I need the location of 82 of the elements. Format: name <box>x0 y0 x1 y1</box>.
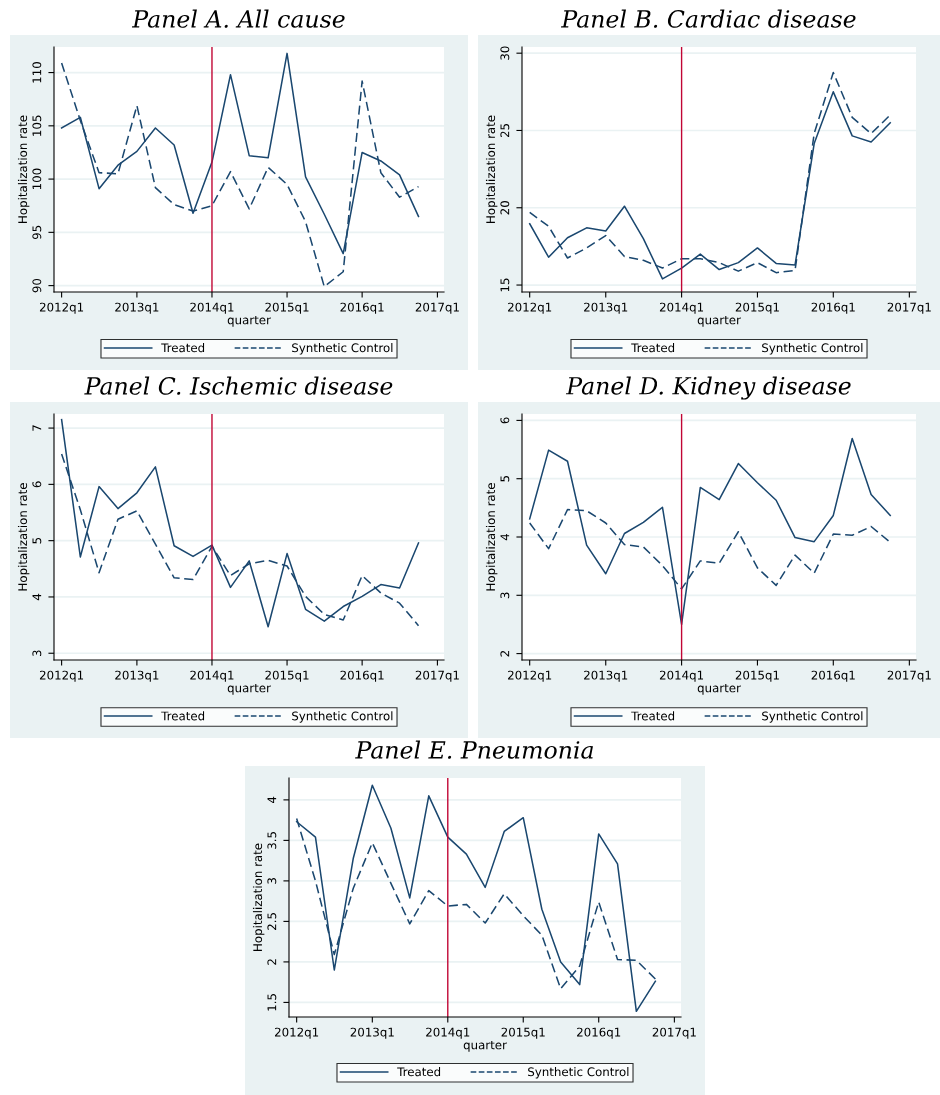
x-tick-label: 2012q1 <box>39 302 84 314</box>
x-tick-label: 2016q1 <box>811 670 855 682</box>
x-tick-label: 2015q1 <box>735 670 779 682</box>
y-tick-label: 90 <box>32 278 42 293</box>
y-tick-label: 4 <box>500 533 510 541</box>
legend-label: Synthetic Control <box>762 711 863 723</box>
x-tick-label: 2013q1 <box>584 670 628 682</box>
y-tick-label: 4 <box>267 796 277 804</box>
y-axis-title: Hopitalization rate <box>17 115 30 223</box>
chart-title: Panel D. Kidney disease <box>565 376 851 400</box>
y-tick-label: 2.5 <box>267 913 277 930</box>
legend-label: Treated <box>631 343 675 353</box>
y-tick-label: 20 <box>500 201 510 215</box>
x-tick-label: 2015q1 <box>501 1027 545 1039</box>
legend-label: Treated <box>631 711 675 721</box>
legend-label: Treated <box>161 343 205 353</box>
y-axis-title: Hopitalization rate <box>252 843 265 951</box>
y-axis-title: Hopitalization rate <box>485 115 498 223</box>
x-tick-label: 2015q1 <box>735 302 779 314</box>
y-tick-label: 3 <box>267 878 277 884</box>
x-tick-label: 2012q1 <box>508 302 552 314</box>
x-tick-label: 2015q1 <box>265 670 309 682</box>
chart-title: Panel C. Ischemic disease <box>84 376 393 395</box>
x-tick-label: 2016q1 <box>577 1027 621 1039</box>
x-axis-title: quarter <box>697 315 741 327</box>
x-tick-label: 2016q1 <box>811 302 855 314</box>
x-axis-title: quarter <box>227 315 271 327</box>
x-tick-label: 2017q1 <box>415 670 459 682</box>
y-tick-label: 2 <box>500 651 510 657</box>
x-axis-title: quarter <box>227 683 271 695</box>
y-tick-label: 3.5 <box>267 832 277 849</box>
chart-title: Panel E. Pneumonia <box>355 740 593 759</box>
legend-label: Synthetic Control <box>292 711 393 723</box>
x-tick-label: 2014q1 <box>659 302 704 314</box>
y-tick-label: 5 <box>32 537 42 544</box>
x-tick-label: 2013q1 <box>115 670 159 682</box>
legend-label: Synthetic Control <box>292 343 393 355</box>
x-tick-label: 2017q1 <box>887 302 931 314</box>
x-tick-label: 2012q1 <box>39 670 84 682</box>
y-tick-label: 5 <box>500 475 510 482</box>
x-tick-label: 2016q1 <box>340 302 384 314</box>
y-tick-label: 6 <box>32 481 42 488</box>
x-axis-title: quarter <box>463 1040 507 1052</box>
x-tick-label: 2014q1 <box>659 670 704 682</box>
legend-label: Synthetic Control <box>528 1067 629 1079</box>
y-tick-label: 3 <box>32 650 42 657</box>
x-axis-title: quarter <box>697 683 741 695</box>
y-tick-label: 1.5 <box>267 994 277 1011</box>
y-tick-label: 3 <box>500 592 510 599</box>
x-tick-label: 2016q1 <box>340 670 384 682</box>
y-tick-label: 2 <box>267 959 277 965</box>
legend-label: Treated <box>161 711 205 721</box>
y-tick-label: 105 <box>32 115 42 136</box>
y-tick-label: 6 <box>500 417 510 424</box>
legend-label: Synthetic Control <box>762 343 863 355</box>
x-tick-label: 2012q1 <box>508 670 552 682</box>
y-tick-label: 95 <box>32 225 42 240</box>
x-tick-label: 2013q1 <box>584 302 628 314</box>
x-tick-label: 2014q1 <box>426 1027 470 1039</box>
x-tick-label: 2014q1 <box>190 670 234 682</box>
x-tick-label: 2013q1 <box>350 1027 394 1039</box>
x-tick-label: 2012q1 <box>274 1027 319 1039</box>
y-tick-label: 30 <box>500 46 510 60</box>
x-tick-label: 2015q1 <box>265 302 309 314</box>
y-tick-label: 15 <box>500 278 510 292</box>
y-axis-title: Hopitalization rate <box>17 483 30 591</box>
chart-title: Panel B. Cardiac disease <box>560 9 856 28</box>
y-tick-label: 25 <box>500 123 510 138</box>
x-tick-label: 2017q1 <box>652 1027 696 1039</box>
y-tick-label: 7 <box>32 425 42 431</box>
legend-label: Treated <box>397 1067 441 1077</box>
y-tick-label: 100 <box>32 168 42 190</box>
y-axis-title: Hopitalization rate <box>485 483 498 591</box>
x-tick-label: 2014q1 <box>190 302 234 314</box>
x-tick-label: 2017q1 <box>415 302 459 314</box>
chart-title: Panel A. All cause <box>131 9 345 28</box>
x-tick-label: 2017q1 <box>887 670 931 682</box>
line-series <box>60 418 420 628</box>
line-series <box>528 437 891 626</box>
y-tick-label: 110 <box>32 62 42 83</box>
x-tick-label: 2013q1 <box>115 302 159 314</box>
y-tick-label: 4 <box>32 593 42 601</box>
